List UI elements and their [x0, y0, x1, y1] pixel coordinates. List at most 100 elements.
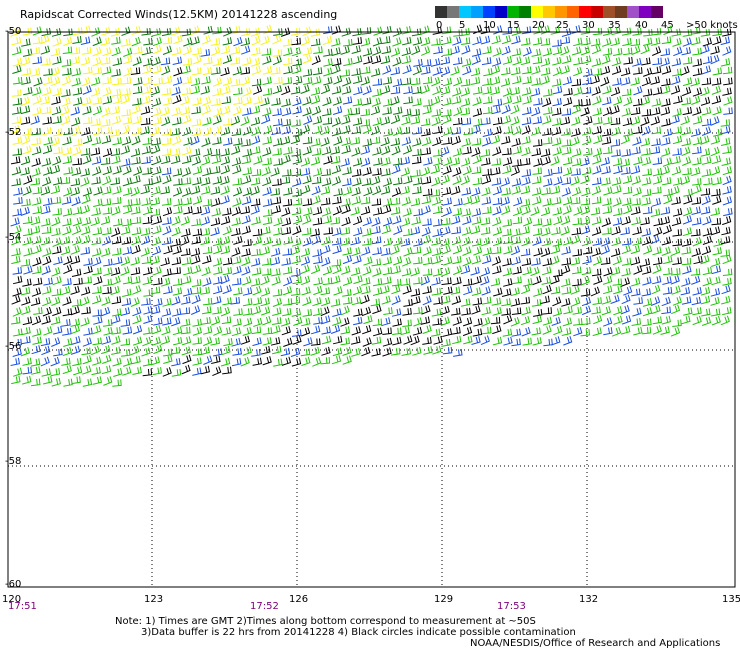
wind-barb — [580, 26, 591, 35]
wind-barb — [250, 185, 260, 196]
wind-barb — [711, 308, 721, 317]
wind-barb — [262, 176, 272, 187]
wind-barb — [630, 165, 641, 175]
wind-barb — [182, 45, 192, 56]
wind-barb — [511, 35, 521, 45]
wind-barb — [320, 84, 331, 95]
wind-barb — [112, 357, 122, 367]
wind-barb — [332, 105, 343, 115]
wind-barb — [182, 126, 192, 137]
wind-barb — [483, 68, 493, 77]
wind-barb — [500, 196, 510, 206]
wind-barb — [251, 47, 261, 56]
wind-barb — [281, 207, 291, 217]
wind-barb — [560, 226, 570, 236]
wind-barb — [400, 217, 411, 227]
wind-barb — [412, 98, 422, 107]
wind-barb — [571, 104, 581, 114]
wind-barb — [42, 166, 53, 176]
wind-barb — [530, 266, 540, 277]
wind-barb — [511, 307, 522, 315]
wind-barb — [92, 127, 103, 136]
wind-barb — [241, 256, 251, 267]
wind-barb — [351, 168, 362, 177]
wind-barb — [311, 95, 321, 105]
wind-barb — [281, 118, 291, 127]
wind-barb — [242, 167, 252, 176]
wind-barb — [283, 47, 293, 57]
wind-barb — [191, 156, 202, 166]
wind-barb — [690, 77, 700, 87]
wind-barb — [441, 244, 452, 255]
wind-barb — [113, 218, 123, 227]
wind-barb — [242, 307, 253, 316]
wind-barb — [171, 238, 181, 247]
wind-barb — [370, 298, 381, 307]
wind-barb — [612, 197, 622, 207]
wind-barb — [720, 36, 730, 46]
wind-barb — [371, 348, 381, 357]
wind-barb — [112, 247, 122, 256]
wind-barb — [640, 137, 651, 147]
wind-barb — [341, 27, 351, 37]
wind-barb — [710, 296, 720, 306]
wind-barb — [101, 365, 112, 375]
wind-barb — [511, 328, 522, 337]
wind-barb — [492, 306, 502, 316]
wind-barb — [80, 317, 90, 327]
wind-barb — [503, 245, 513, 255]
wind-barb — [291, 357, 302, 367]
wind-barb — [150, 305, 161, 315]
wind-barb — [280, 27, 291, 37]
wind-barb — [231, 357, 242, 367]
wind-barb — [313, 277, 323, 286]
wind-barb — [293, 316, 303, 326]
wind-barb — [341, 198, 351, 207]
wind-barb — [10, 156, 21, 165]
wind-barb — [362, 138, 372, 147]
wind-barb — [361, 177, 372, 187]
wind-barb — [111, 346, 121, 355]
wind-barb — [630, 107, 641, 116]
wind-barb — [52, 56, 62, 65]
wind-barb — [412, 36, 423, 46]
wind-barb — [173, 178, 183, 186]
wind-barb — [683, 195, 693, 205]
wind-barb — [211, 166, 221, 175]
wind-barb — [13, 197, 23, 205]
wind-barb — [700, 86, 710, 97]
wind-barb — [31, 137, 41, 146]
wind-barb — [360, 145, 370, 155]
wind-barb — [162, 36, 173, 45]
wind-barb — [260, 306, 271, 316]
wind-barb — [652, 316, 662, 325]
wind-barb — [663, 194, 673, 205]
wind-barb — [41, 368, 51, 377]
wind-barb — [592, 147, 603, 157]
wind-barb — [490, 134, 501, 145]
wind-barb — [650, 76, 660, 85]
wind-barb — [23, 265, 33, 275]
wind-barb — [311, 235, 322, 245]
wind-barb — [310, 338, 321, 346]
wind-barb — [633, 326, 643, 336]
wind-barb — [481, 317, 491, 327]
wind-barb — [140, 106, 151, 115]
wind-barb — [123, 47, 133, 57]
wind-barb — [231, 25, 241, 35]
wind-barb — [602, 285, 613, 295]
wind-barb — [650, 234, 660, 245]
wind-barb — [220, 185, 230, 195]
wind-barb — [511, 236, 521, 245]
wind-barb — [21, 67, 32, 76]
wind-barb — [541, 237, 552, 247]
wind-barb — [111, 68, 121, 77]
wind-barb — [101, 296, 111, 306]
wind-barb — [291, 268, 301, 277]
wind-barb — [512, 145, 522, 155]
wind-barb — [22, 145, 32, 155]
wind-barb — [581, 187, 591, 197]
legend-label: 30 — [582, 20, 595, 31]
wind-barb — [242, 276, 252, 286]
wind-barb — [722, 185, 732, 195]
